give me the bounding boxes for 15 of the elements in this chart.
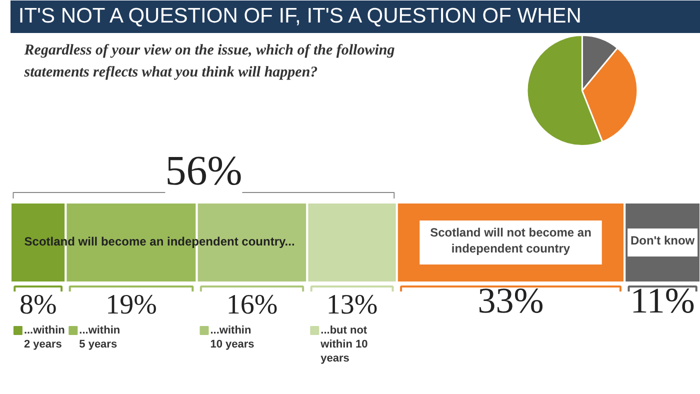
- legend-label: ...within 10 years: [210, 324, 254, 350]
- data-label: 16%: [226, 290, 278, 320]
- legend-label: ...within 2 years: [24, 324, 66, 350]
- data-label: 13%: [326, 290, 378, 320]
- text: IT'S NOT A QUESTION OF IF, IT'S A QUESTION OF WHEN: [18, 4, 582, 28]
- data-label: 11%: [630, 280, 695, 320]
- legend-label: ...but not within 10 years: [320, 324, 368, 364]
- data-label: 8%: [19, 290, 57, 320]
- text: Regardless of your view on the issue, which of the following statements reflects what you think will happen?: [23, 42, 396, 80]
- series-label: Scotland will not become an independent country: [430, 226, 592, 256]
- text: 56%: [165, 148, 242, 194]
- data-label: 33%: [478, 280, 544, 320]
- legend-label: ...within 5 years: [79, 324, 120, 350]
- data-label: 19%: [106, 290, 157, 320]
- series-label: Don't know: [630, 234, 696, 248]
